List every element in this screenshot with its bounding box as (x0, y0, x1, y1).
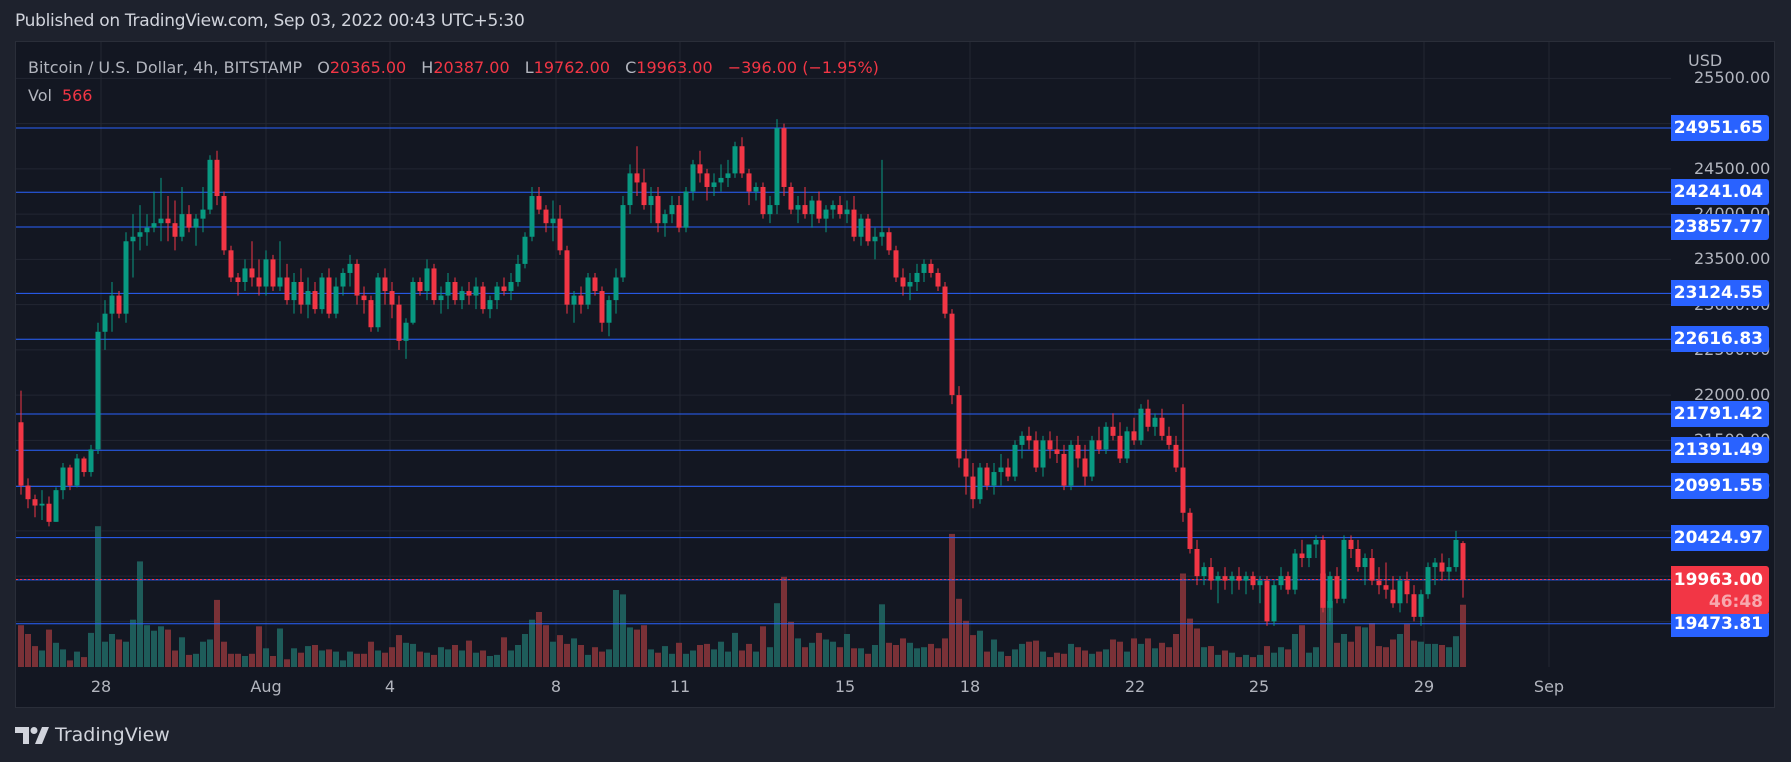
time-tick: 22 (1124, 677, 1146, 696)
price-tick: 24500.00 (1694, 158, 1771, 178)
chart-legend: Bitcoin / U.S. Dollar, 4h, BITSTAMP O203… (28, 54, 879, 110)
time-tick: Aug (250, 677, 282, 696)
time-tick: 15 (834, 677, 856, 696)
time-tick: 18 (959, 677, 981, 696)
time-tick: 29 (1413, 677, 1435, 696)
volume-value: 566 (61, 86, 93, 105)
time-tick: Sep (1533, 677, 1565, 696)
price-line-label: 21391.49 (1671, 437, 1769, 464)
published-caption: Published on TradingView.com, Sep 03, 20… (15, 11, 525, 31)
price-line-label: 20424.97 (1671, 524, 1769, 551)
ohlc-row: Bitcoin / U.S. Dollar, 4h, BITSTAMP O203… (28, 54, 879, 82)
close-label: C (625, 58, 637, 77)
price-line-label: 22616.83 (1671, 326, 1769, 353)
price-tick: 25500.00 (1694, 68, 1771, 88)
brand-name: TradingView (55, 724, 170, 746)
tradingview-logo[interactable]: TradingView (15, 724, 170, 746)
time-tick: 8 (550, 677, 562, 696)
time-tick: 11 (669, 677, 691, 696)
price-line-label: 24241.04 (1671, 179, 1769, 206)
current-price-label: 19963.00 46:48 (1671, 566, 1769, 615)
volume-label[interactable]: Vol (28, 86, 52, 105)
currency-label[interactable]: USD (1688, 51, 1723, 70)
low-label: L (524, 58, 534, 77)
time-tick: 25 (1248, 677, 1270, 696)
price-line-label: 21791.42 (1671, 401, 1769, 427)
high-value: 20387.00 (433, 58, 510, 77)
price-tick: 22000.00 (1694, 385, 1771, 405)
current-price-value: 19963.00 (1673, 570, 1763, 591)
open-value: 20365.00 (329, 58, 407, 77)
price-line-label: 19473.81 (1671, 610, 1769, 637)
price-line-label: 20991.55 (1671, 473, 1769, 500)
volume-row: Vol 566 (28, 82, 879, 110)
high-label: H (421, 58, 434, 77)
change-value: −396.00 (−1.95%) (727, 58, 879, 77)
symbol-title[interactable]: Bitcoin / U.S. Dollar, 4h, BITSTAMP (28, 58, 303, 77)
price-line-label: 23124.55 (1671, 280, 1769, 307)
candlestick-chart[interactable] (16, 42, 1774, 707)
low-value: 19762.00 (533, 58, 611, 77)
time-tick: 28 (90, 677, 112, 696)
price-line-label: 24951.65 (1671, 115, 1769, 141)
time-tick: 4 (384, 677, 396, 696)
price-line-label: 23857.77 (1671, 213, 1769, 240)
chart-frame[interactable]: Bitcoin / U.S. Dollar, 4h, BITSTAMP O203… (15, 41, 1775, 708)
price-tick: 23500.00 (1694, 249, 1771, 269)
tradingview-logo-icon (15, 726, 49, 744)
open-label: O (317, 58, 330, 77)
close-value: 19963.00 (636, 58, 713, 77)
bar-countdown: 46:48 (1708, 592, 1763, 613)
